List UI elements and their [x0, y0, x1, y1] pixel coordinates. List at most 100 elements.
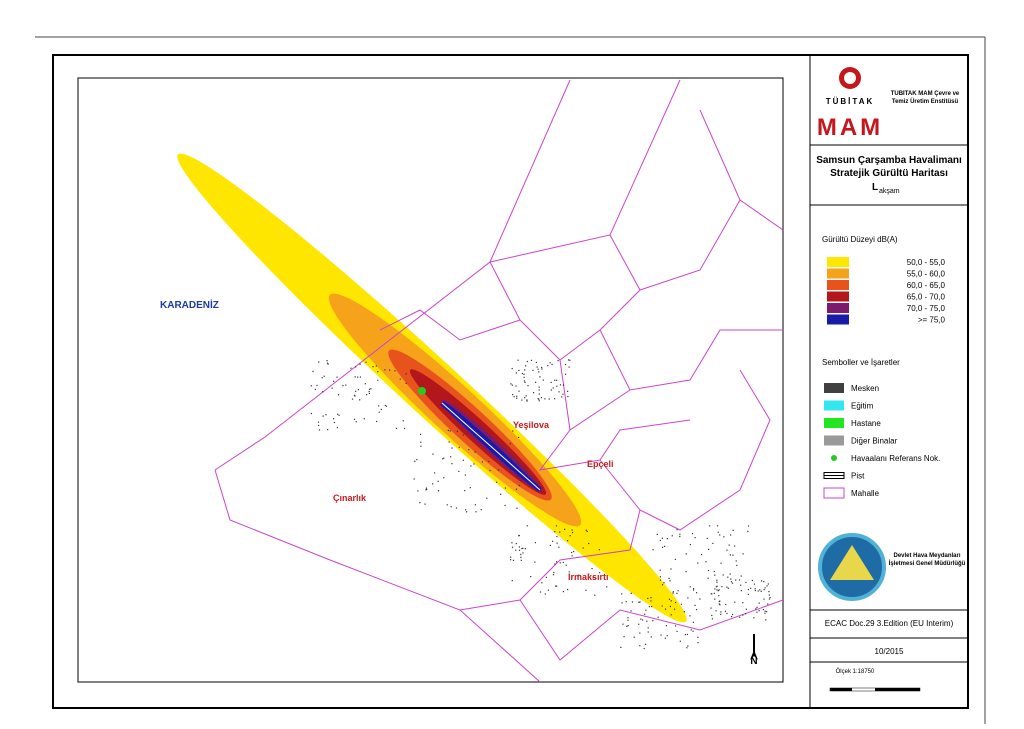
building: [692, 621, 694, 623]
building: [322, 391, 324, 393]
building: [544, 398, 546, 400]
building: [512, 559, 515, 561]
building: [627, 619, 629, 621]
building: [673, 608, 676, 610]
building: [515, 385, 517, 387]
legend-swatch: [824, 435, 844, 446]
building: [747, 530, 749, 533]
building: [547, 589, 549, 591]
building: [532, 369, 534, 371]
scale-bar: [829, 687, 921, 692]
building: [720, 562, 722, 564]
building: [468, 449, 470, 451]
building: [489, 469, 491, 472]
building: [657, 616, 659, 618]
building: [419, 502, 421, 504]
building: [450, 506, 452, 508]
building: [378, 411, 380, 413]
building: [353, 394, 356, 396]
building: [745, 608, 747, 610]
building: [648, 606, 651, 608]
building: [674, 625, 677, 627]
building: [690, 629, 692, 631]
place-label: Irmaksırtı: [568, 572, 609, 582]
building: [758, 610, 760, 612]
building: [516, 397, 518, 399]
building: [378, 405, 380, 407]
building: [515, 372, 517, 374]
building: [456, 430, 459, 432]
building: [517, 359, 519, 361]
building: [432, 453, 434, 455]
building: [500, 493, 502, 495]
building: [767, 583, 769, 585]
building: [481, 461, 484, 463]
building: [405, 382, 407, 384]
building: [511, 384, 513, 386]
building: [556, 542, 558, 544]
building: [659, 579, 662, 581]
building: [692, 630, 694, 632]
building: [355, 366, 357, 368]
legend-swatch: [823, 487, 845, 499]
building: [621, 602, 623, 604]
building: [709, 525, 711, 527]
building: [554, 379, 556, 381]
building: [726, 549, 728, 551]
building: [592, 577, 594, 579]
building: [757, 590, 759, 592]
building: [556, 385, 558, 387]
building: [333, 421, 336, 424]
building: [338, 414, 340, 416]
building: [526, 474, 528, 476]
building: [520, 556, 522, 558]
building: [736, 564, 738, 567]
building: [370, 388, 372, 390]
building: [554, 531, 556, 533]
building: [417, 490, 419, 492]
building: [310, 385, 312, 387]
authority-box: Devlet Hava Meydanları İşletmesi Genel M…: [888, 553, 966, 567]
building: [345, 384, 347, 386]
building: [405, 373, 407, 375]
building: [561, 396, 563, 398]
building: [769, 596, 771, 599]
building: [745, 581, 747, 584]
building: [554, 398, 556, 400]
building: [753, 617, 755, 619]
building: [504, 504, 506, 507]
building: [525, 395, 527, 397]
building: [523, 380, 526, 382]
building: [724, 610, 727, 612]
building: [571, 531, 574, 534]
title-line: Stratejik Gürültü Haritası: [830, 168, 948, 179]
outer-frame: [52, 54, 969, 709]
authority: Devlet Hava Meydanları İşletmesi Genel M…: [888, 553, 966, 567]
symbol-legend: Mesken Eğitim Hastane Diğer Binalar Havaalan…: [823, 383, 940, 499]
building: [437, 480, 439, 482]
building: [659, 576, 662, 578]
building: [623, 636, 625, 638]
building: [767, 603, 769, 605]
building: [465, 509, 467, 511]
brand: MAM: [817, 114, 883, 141]
building: [680, 603, 683, 605]
building: [526, 525, 528, 527]
building: [718, 603, 721, 605]
building: [585, 529, 587, 531]
building: [661, 605, 663, 607]
building: [729, 554, 732, 556]
building: [357, 376, 359, 378]
building: [742, 614, 744, 616]
building: [639, 601, 641, 603]
building: [464, 474, 466, 476]
building: [511, 580, 513, 582]
building: [538, 398, 540, 400]
building: [764, 610, 766, 612]
building: [718, 589, 720, 591]
legend-label: 50,0 - 55,0: [907, 258, 946, 267]
building: [650, 600, 652, 602]
building: [469, 487, 471, 489]
building: [567, 395, 569, 398]
